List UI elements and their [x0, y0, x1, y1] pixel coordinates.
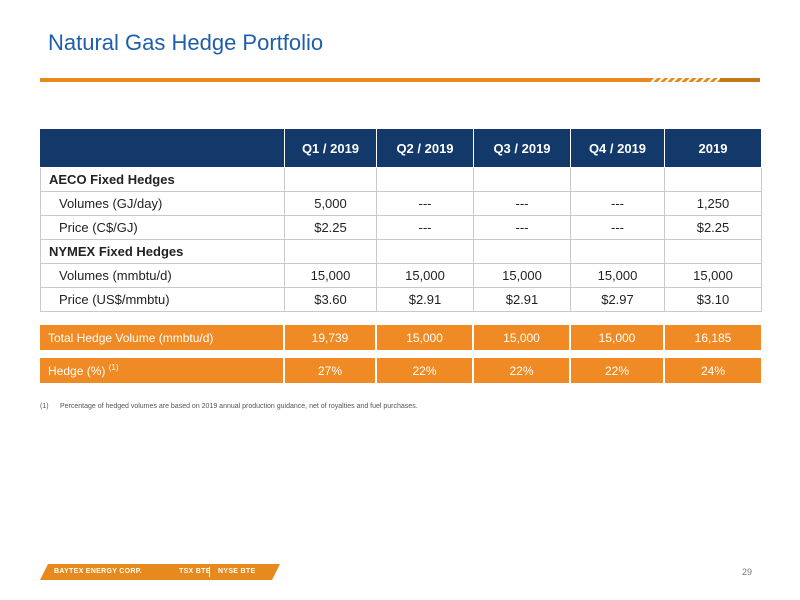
column-header: Q4 / 2019 [570, 128, 665, 168]
hedge-label-text: Hedge (%) [48, 364, 106, 378]
summary-cell: 22% [569, 358, 664, 383]
column-header: Q1 / 2019 [284, 128, 377, 168]
logo-divider [209, 567, 210, 577]
summary-row: Total Hedge Volume (mmbtu/d) 19,739 15,0… [40, 325, 761, 350]
summary-cell: 22% [375, 358, 473, 383]
table-cell: $2.91 [376, 287, 474, 312]
table-cell: $2.97 [570, 287, 665, 312]
summary-cell: 15,000 [569, 325, 664, 350]
table-cell: 1,250 [664, 191, 762, 216]
table-cell: $2.25 [664, 215, 762, 240]
summary-label: Total Hedge Volume (mmbtu/d) [40, 325, 284, 350]
table-cell: 15,000 [473, 263, 571, 288]
row-label: Volumes (GJ/day) [40, 191, 285, 216]
table-cell: 15,000 [664, 263, 762, 288]
empty-cell [570, 239, 665, 264]
empty-cell [664, 167, 762, 192]
company-logo: BAYTEX ENERGY CORP. TSX BTE NYSE BTE [40, 564, 280, 580]
row-label: Price (C$/GJ) [40, 215, 285, 240]
table-cell: 15,000 [376, 263, 474, 288]
total-hedge-volume-bar: Total Hedge Volume (mmbtu/d) 19,739 15,0… [40, 325, 761, 350]
empty-cell [376, 167, 474, 192]
table-cell: --- [376, 191, 474, 216]
header-row: Q1 / 2019 Q2 / 2019 Q3 / 2019 Q4 / 2019 … [40, 128, 762, 168]
footnote-ref: (1) [108, 363, 119, 372]
section-row: AECO Fixed Hedges [40, 167, 762, 192]
table-row: Price (US$/mmbtu) $3.60 $2.91 $2.91 $2.9… [40, 287, 762, 312]
section-label: AECO Fixed Hedges [40, 167, 285, 192]
logo-tsx-ticker: TSX BTE [179, 568, 211, 575]
empty-cell [664, 239, 762, 264]
empty-cell [473, 239, 571, 264]
hedge-percent-bar: Hedge (%) (1) 27% 22% 22% 22% 24% [40, 358, 761, 383]
summary-cell: 19,739 [283, 325, 376, 350]
table-cell: $2.91 [473, 287, 571, 312]
underline-end [720, 78, 760, 82]
table-cell: --- [570, 191, 665, 216]
table-cell: $2.25 [284, 215, 377, 240]
table-cell: --- [570, 215, 665, 240]
empty-cell [570, 167, 665, 192]
table-row: Volumes (GJ/day) 5,000 --- --- --- 1,250 [40, 191, 762, 216]
empty-cell [473, 167, 571, 192]
summary-cell: 15,000 [375, 325, 473, 350]
table-row: Price (C$/GJ) $2.25 --- --- --- $2.25 [40, 215, 762, 240]
section-row: NYMEX Fixed Hedges [40, 239, 762, 264]
footnote: (1) Percentage of hedged volumes are base… [40, 403, 418, 410]
table-cell: 5,000 [284, 191, 377, 216]
column-header: Q3 / 2019 [473, 128, 571, 168]
title-underline [40, 78, 760, 82]
summary-row: Hedge (%) (1) 27% 22% 22% 22% 24% [40, 358, 761, 383]
page-number: 29 [741, 567, 752, 577]
table-cell: --- [473, 191, 571, 216]
row-label: Price (US$/mmbtu) [40, 287, 285, 312]
logo-nyse-ticker: NYSE BTE [218, 568, 256, 575]
summary-label: Hedge (%) (1) [40, 358, 284, 383]
header-corner [40, 128, 285, 168]
table-cell: $3.10 [664, 287, 762, 312]
summary-cell: 24% [663, 358, 761, 383]
empty-cell [284, 167, 377, 192]
empty-cell [284, 239, 377, 264]
underline-hatch [650, 78, 760, 82]
summary-cell: 22% [472, 358, 570, 383]
footnote-text: Percentage of hedged volumes are based o… [60, 403, 418, 410]
row-label: Volumes (mmbtu/d) [40, 263, 285, 288]
summary-cell: 15,000 [472, 325, 570, 350]
slide-title: Natural Gas Hedge Portfolio [48, 30, 324, 55]
footnote-marker: (1) [40, 403, 49, 410]
section-label: NYMEX Fixed Hedges [40, 239, 285, 264]
table-cell: 15,000 [284, 263, 377, 288]
table-row: Volumes (mmbtu/d) 15,000 15,000 15,000 1… [40, 263, 762, 288]
column-header: 2019 [664, 128, 762, 168]
table-cell: $3.60 [284, 287, 377, 312]
column-header: Q2 / 2019 [376, 128, 474, 168]
summary-cell: 27% [283, 358, 376, 383]
table-cell: --- [473, 215, 571, 240]
logo-company-name: BAYTEX ENERGY CORP. [54, 568, 143, 575]
table-cell: 15,000 [570, 263, 665, 288]
empty-cell [376, 239, 474, 264]
table-cell: --- [376, 215, 474, 240]
summary-cell: 16,185 [663, 325, 761, 350]
hedge-table: Q1 / 2019 Q2 / 2019 Q3 / 2019 Q4 / 2019 … [40, 128, 762, 312]
